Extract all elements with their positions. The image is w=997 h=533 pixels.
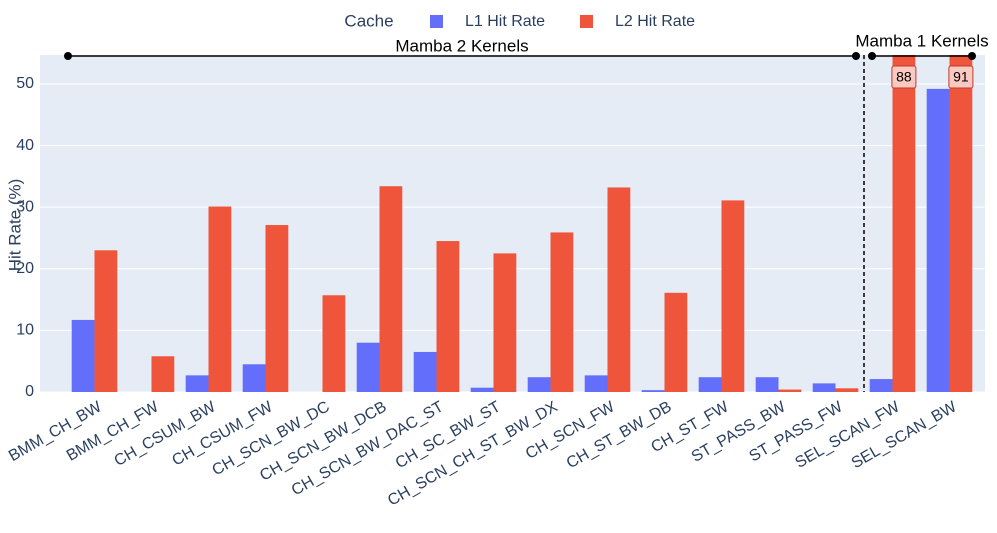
legend-label: L1 Hit Rate: [465, 13, 545, 30]
bar: [721, 200, 745, 392]
bar: [436, 241, 460, 392]
data-label: 88: [896, 69, 912, 85]
bar: [527, 377, 551, 392]
bar: [755, 377, 779, 392]
bar: [208, 206, 232, 392]
overlay: 88 91 Mamba 2 Kernels Mamba 1 Kernels L1 Hit…: [64, 13, 989, 392]
x-tick-label: CH_CSUM_BW: [112, 398, 220, 470]
group-end: [868, 52, 876, 60]
bar: [242, 364, 266, 392]
bars: [71, 55, 973, 392]
bar: [322, 295, 346, 392]
y-tick-label: 50: [16, 75, 34, 92]
group-label: Mamba 2 Kernels: [395, 36, 528, 55]
bar: [550, 232, 574, 392]
bar: [94, 250, 118, 392]
y-tick-label: 10: [16, 322, 34, 339]
bar: [926, 88, 950, 392]
bar: [71, 319, 95, 392]
x-tick-label: SEL_SCAN_BW: [849, 398, 961, 472]
bar: [151, 356, 175, 392]
y-tick-label: 30: [16, 198, 34, 215]
x-tick-label: BMM_CH_BW: [6, 398, 105, 465]
bar: [413, 351, 437, 392]
bar: [470, 387, 494, 392]
legend-swatch: [580, 15, 593, 28]
group-end: [968, 52, 976, 60]
bar: [356, 342, 380, 392]
y-axis-title: Hit Rate (%): [5, 179, 24, 272]
group-end: [64, 52, 72, 60]
y-tick-label: 40: [16, 137, 34, 154]
bar: [379, 186, 403, 392]
legend-label: L2 Hit Rate: [615, 13, 695, 30]
bar: [869, 379, 893, 392]
legend-title: Cache: [344, 11, 393, 30]
bar: [812, 383, 836, 392]
group-label: Mamba 1 Kernels: [855, 31, 988, 50]
data-label-box: [891, 65, 917, 89]
bar: [493, 253, 517, 392]
bar: [698, 377, 722, 392]
bar: [265, 225, 289, 392]
bar: [892, 55, 916, 392]
x-tick-label: ST_PASS_BW: [689, 398, 790, 466]
y-tick-label: 0: [25, 383, 34, 400]
data-label: 91: [953, 69, 969, 85]
bar: [778, 389, 802, 392]
bar: [641, 390, 665, 392]
bar: [949, 55, 973, 392]
bar: [584, 375, 608, 392]
bar: [664, 292, 688, 392]
data-label-box: [948, 65, 974, 89]
legend-swatch: [430, 15, 443, 28]
bar: [835, 388, 859, 392]
y-tick-label: 20: [16, 260, 34, 277]
group-end: [852, 52, 860, 60]
bar: [607, 187, 631, 392]
bar: [185, 375, 209, 392]
